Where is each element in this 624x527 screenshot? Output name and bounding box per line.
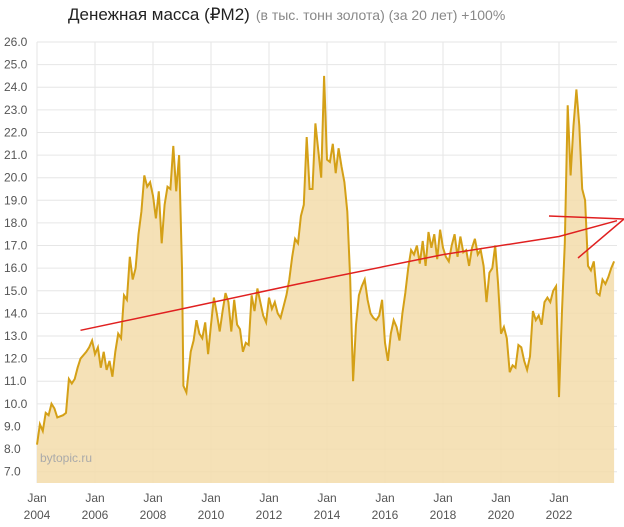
chart-subtitle: (в тыс. тонн золота) (за 20 лет) +100% — [256, 7, 505, 23]
x-tick-label: Jan 2020 — [488, 491, 515, 522]
annotation-arrow — [577, 218, 624, 259]
y-tick-label: 16.0 — [4, 261, 28, 275]
x-tick-label: Jan 2018 — [430, 491, 457, 522]
x-tick-label-line: 2010 — [198, 508, 225, 522]
x-tick-label: Jan 2014 — [314, 491, 341, 522]
x-tick-label-line: Jan — [433, 491, 452, 505]
labels: 26.0 25.0 24.0 23.0 22.0 21.0 20.0 19.0 18.0 17.0… — [4, 35, 573, 522]
y-tick-label: 13.0 — [4, 329, 28, 343]
y-tick-label: 18.0 — [4, 216, 28, 230]
x-tick-label-line: 2006 — [82, 508, 109, 522]
y-tick-label: 10.0 — [4, 397, 28, 411]
chart-title: Денежная масса (₽M2) — [68, 5, 250, 24]
y-tick-label: 19.0 — [4, 193, 28, 207]
line — [36, 75, 616, 445]
watermark: bytopic.ru — [40, 451, 92, 465]
x-tick-label: Jan 2004 — [24, 491, 51, 522]
x-tick-label-line: 2014 — [314, 508, 341, 522]
x-tick-label-line: 2020 — [488, 508, 515, 522]
y-tick-label: 24.0 — [4, 80, 28, 94]
x-tick-label-line: 2018 — [430, 508, 457, 522]
area — [37, 75, 615, 484]
trend-line — [80, 219, 618, 332]
x-tick-label-line: 2022 — [546, 508, 573, 522]
x-tick-label-line: Jan — [375, 491, 394, 505]
chart-title-group: Денежная масса (₽M2) (в тыс. тонн золота)… — [68, 5, 505, 24]
x-tick-label-line: 2012 — [256, 508, 283, 522]
x-tick-label: Jan 2008 — [140, 491, 167, 522]
x-tick-label: Jan 2006 — [82, 491, 109, 522]
annotation-line — [548, 215, 624, 220]
x-tick-label: Jan 2016 — [372, 491, 399, 522]
y-tick-label: 14.0 — [4, 306, 28, 320]
x-tick-label: Jan 2022 — [546, 491, 573, 522]
plot — [36, 75, 618, 484]
x-tick-label-line: 2016 — [372, 508, 399, 522]
x-tick-label-line: 2008 — [140, 508, 167, 522]
y-tick-label: 17.0 — [4, 239, 28, 253]
y-tick-label: 8.0 — [4, 442, 21, 456]
x-tick-label-line: Jan — [143, 491, 162, 505]
y-tick-label: 21.0 — [4, 148, 28, 162]
x-tick-label-line: Jan — [85, 491, 104, 505]
y-tick-label: 12.0 — [4, 352, 28, 366]
x-tick-label-line: 2004 — [24, 508, 51, 522]
y-tick-label: 11.0 — [4, 374, 27, 388]
x-tick-label-line: Jan — [549, 491, 568, 505]
y-tick-label: 7.0 — [4, 465, 21, 479]
x-tick-label-line: Jan — [259, 491, 278, 505]
y-tick-label: 26.0 — [4, 35, 28, 49]
y-tick-label: 22.0 — [4, 125, 28, 139]
x-tick-label-line: Jan — [27, 491, 46, 505]
y-tick-label: 9.0 — [4, 419, 21, 433]
x-tick-label: Jan 2010 — [198, 491, 225, 522]
y-tick-label: 23.0 — [4, 103, 28, 117]
y-tick-label: 25.0 — [4, 58, 28, 72]
x-tick-label: Jan 2012 — [256, 491, 283, 522]
x-tick-label-line: Jan — [317, 491, 336, 505]
y-tick-label: 20.0 — [4, 171, 28, 185]
x-tick-label-line: Jan — [201, 491, 220, 505]
y-tick-label: 15.0 — [4, 284, 28, 298]
x-tick-label-line: Jan — [491, 491, 510, 505]
